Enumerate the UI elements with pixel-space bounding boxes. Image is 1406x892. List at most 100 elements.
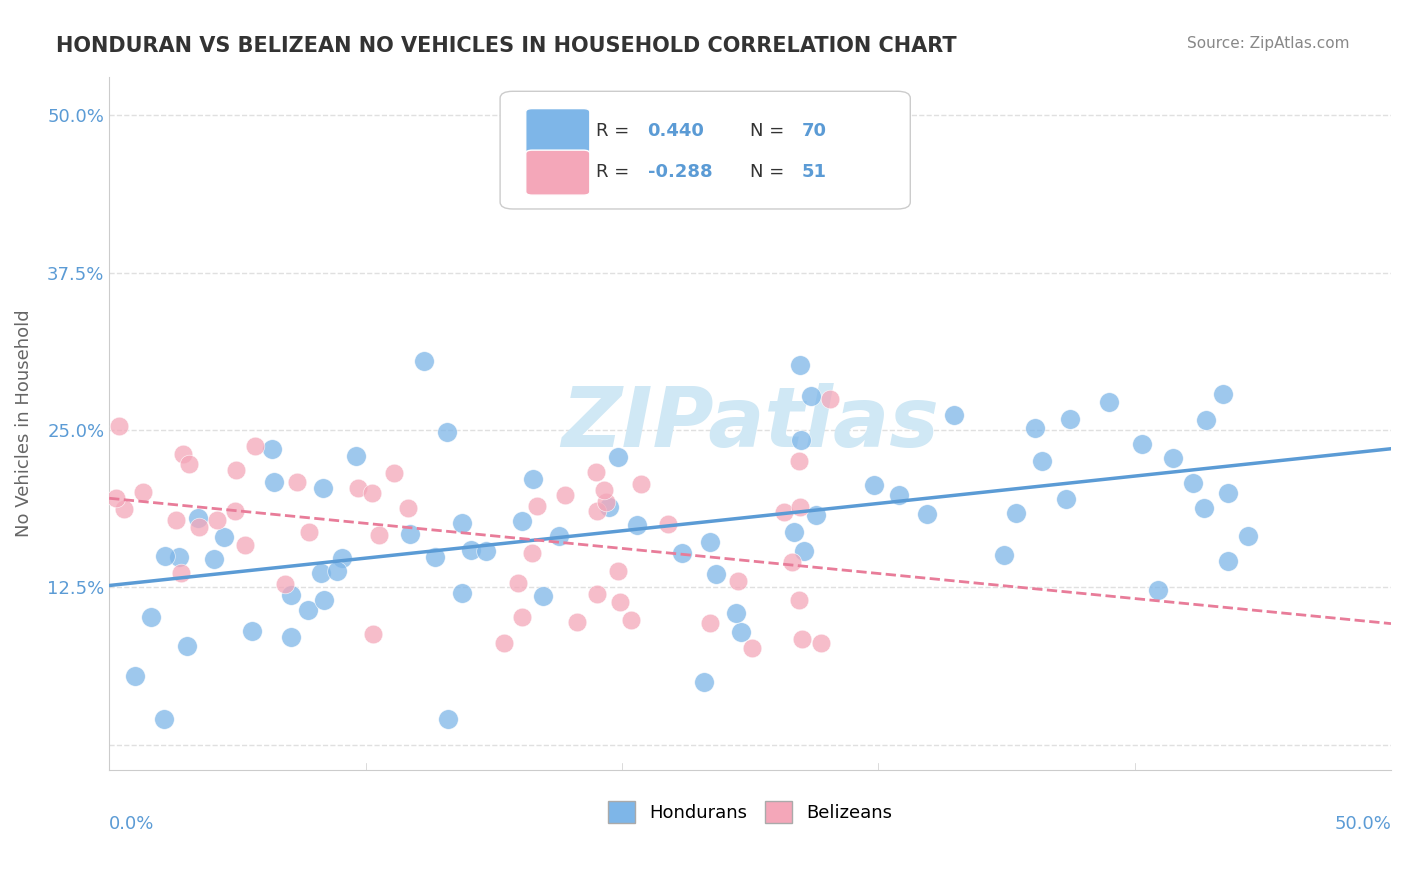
Text: -0.288: -0.288 <box>648 163 711 181</box>
Point <box>598 500 620 514</box>
Point <box>205 513 228 527</box>
Text: Source: ZipAtlas.com: Source: ZipAtlas.com <box>1187 36 1350 51</box>
Y-axis label: No Vehicles in Household: No Vehicles in Household <box>15 310 32 537</box>
Point <box>704 567 727 582</box>
Point <box>1054 492 1077 507</box>
Point <box>1182 475 1205 490</box>
Point <box>506 576 529 591</box>
Point <box>225 463 247 477</box>
Point <box>522 546 544 560</box>
Point <box>565 615 588 629</box>
Point <box>943 408 966 422</box>
Point <box>413 354 436 368</box>
Point <box>297 603 319 617</box>
Point <box>1192 501 1215 516</box>
Text: 50.0%: 50.0% <box>1334 814 1391 833</box>
Point <box>437 713 460 727</box>
Point <box>512 609 534 624</box>
FancyBboxPatch shape <box>526 109 591 153</box>
Point <box>224 504 246 518</box>
Text: R =: R = <box>596 121 636 140</box>
Point <box>1216 486 1239 500</box>
Point <box>725 607 748 621</box>
Point <box>263 475 285 489</box>
Point <box>773 504 796 518</box>
Point <box>243 439 266 453</box>
Point <box>124 668 146 682</box>
Point <box>309 566 332 580</box>
Point <box>586 504 609 518</box>
Point <box>280 588 302 602</box>
Point <box>326 565 349 579</box>
Point <box>620 614 643 628</box>
Point <box>494 635 516 649</box>
Point <box>1195 413 1218 427</box>
Point <box>1098 395 1121 409</box>
Point <box>153 549 176 564</box>
Point <box>915 508 938 522</box>
Point <box>512 514 534 528</box>
Text: R =: R = <box>596 163 636 181</box>
Point <box>262 442 284 456</box>
Point <box>554 488 576 502</box>
Point <box>592 483 614 498</box>
Point <box>240 624 263 638</box>
Point <box>793 544 815 558</box>
Point <box>398 527 420 541</box>
Point <box>1236 529 1258 543</box>
Point <box>863 478 886 492</box>
Point <box>671 546 693 560</box>
FancyBboxPatch shape <box>501 91 910 209</box>
Point <box>235 538 257 552</box>
Point <box>626 518 648 533</box>
Point <box>818 392 841 406</box>
Point <box>141 610 163 624</box>
Point <box>451 586 474 600</box>
Point <box>522 471 544 485</box>
Point <box>699 616 721 631</box>
Point <box>692 674 714 689</box>
Point <box>789 500 811 514</box>
Point <box>312 481 335 495</box>
Text: 0.440: 0.440 <box>648 121 704 140</box>
Point <box>531 589 554 603</box>
Point <box>396 500 419 515</box>
Point <box>460 543 482 558</box>
Point <box>789 358 811 372</box>
Text: N =: N = <box>749 163 790 181</box>
Point <box>344 449 367 463</box>
Point <box>1031 454 1053 468</box>
Point <box>179 457 201 471</box>
Point <box>741 641 763 656</box>
Point <box>436 425 458 439</box>
Point <box>1161 451 1184 466</box>
Point <box>285 475 308 490</box>
Point <box>212 531 235 545</box>
Point <box>800 389 823 403</box>
Point <box>475 544 498 558</box>
Point <box>1147 582 1170 597</box>
Point <box>585 465 607 479</box>
Point <box>280 630 302 644</box>
Point <box>330 550 353 565</box>
Point <box>170 566 193 581</box>
Point <box>1130 436 1153 450</box>
Point <box>112 502 135 516</box>
Point <box>657 517 679 532</box>
Point <box>107 419 129 434</box>
Point <box>630 476 652 491</box>
Point <box>548 529 571 543</box>
Point <box>1212 387 1234 401</box>
Point <box>1004 507 1026 521</box>
Point <box>167 549 190 564</box>
Point <box>176 640 198 654</box>
Point <box>727 574 749 588</box>
Point <box>789 454 811 468</box>
Point <box>780 555 803 569</box>
Point <box>360 486 382 500</box>
Text: 70: 70 <box>801 121 827 140</box>
Legend: Hondurans, Belizeans: Hondurans, Belizeans <box>600 794 900 830</box>
Point <box>361 626 384 640</box>
Text: 0.0%: 0.0% <box>110 814 155 833</box>
Point <box>202 552 225 566</box>
